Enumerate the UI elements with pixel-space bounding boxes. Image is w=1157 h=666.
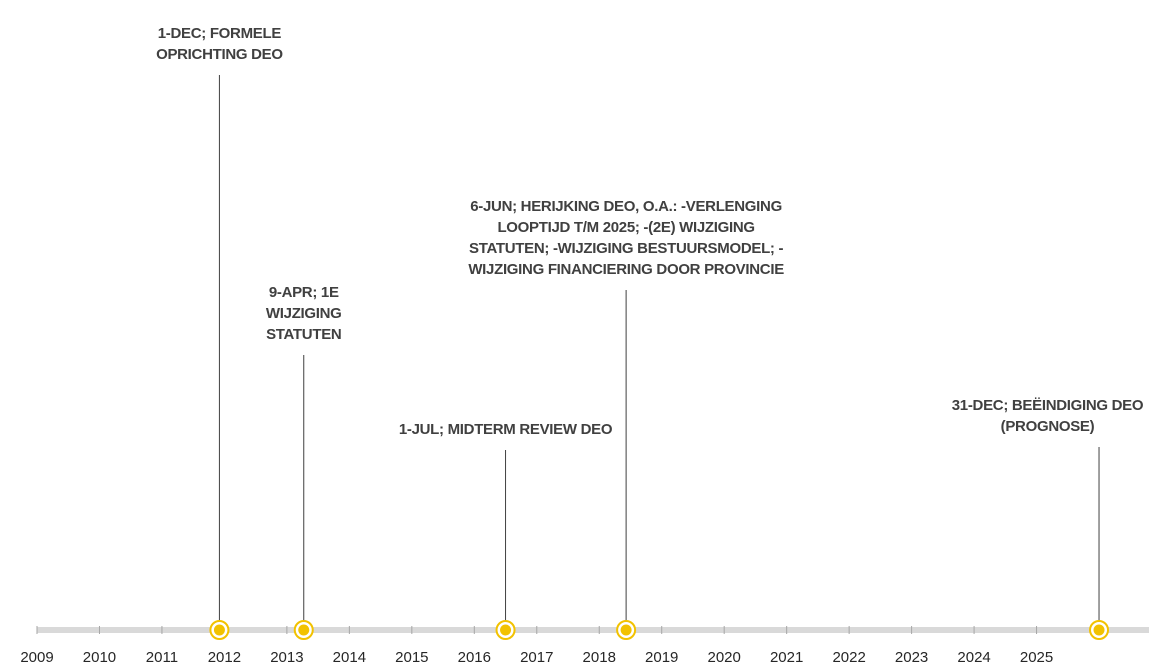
x-tick-label: 2020 bbox=[708, 649, 741, 666]
x-tick-label: 2012 bbox=[208, 649, 241, 666]
event-label: 31-DEC; BEËINDIGING DEO (PROGNOSE) bbox=[951, 397, 1144, 435]
x-tick-label: 2018 bbox=[583, 649, 616, 666]
event-label: 1-DEC; FORMELE OPRICHTING DEO bbox=[156, 25, 283, 63]
x-tick-label: 2011 bbox=[146, 649, 178, 666]
x-tick-label: 2015 bbox=[395, 649, 428, 666]
marker bbox=[500, 624, 512, 636]
marker bbox=[213, 624, 225, 636]
x-tick-label: 2017 bbox=[520, 649, 553, 666]
marker bbox=[620, 624, 632, 636]
x-tick-label: 2024 bbox=[957, 649, 990, 666]
x-tick-label: 2010 bbox=[83, 649, 116, 666]
x-tick-label: 2013 bbox=[270, 649, 303, 666]
x-tick-label: 2019 bbox=[645, 649, 678, 666]
x-tick-label: 2014 bbox=[333, 649, 366, 666]
marker bbox=[298, 624, 310, 636]
event-label: 6-JUN; HERIJKING DEO, O.A.: -VERLENGING … bbox=[468, 198, 784, 278]
x-tick-label: 2009 bbox=[20, 649, 53, 666]
event-label: 1-JUL; MIDTERM REVIEW DEO bbox=[398, 421, 613, 438]
event-label: 9-APR; 1E WIJZIGING STATUTEN bbox=[265, 284, 342, 343]
x-tick-label: 2023 bbox=[895, 649, 928, 666]
x-tick-label: 2025 bbox=[1020, 649, 1053, 666]
x-tick-label: 2021 bbox=[770, 649, 803, 666]
marker bbox=[1093, 624, 1105, 636]
x-tick-label: 2022 bbox=[832, 649, 865, 666]
x-tick-label: 2016 bbox=[458, 649, 491, 666]
